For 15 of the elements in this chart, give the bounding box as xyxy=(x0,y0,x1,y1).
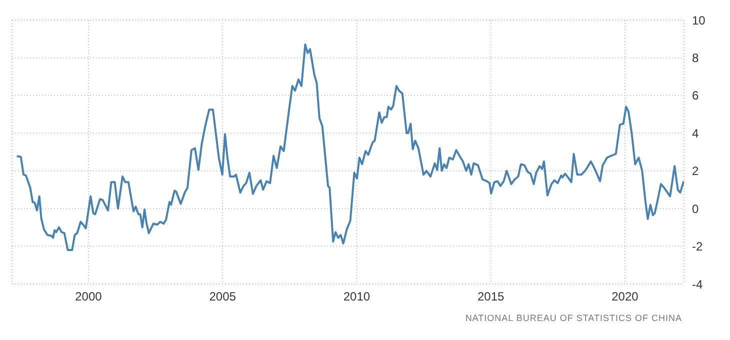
x-tick-label: 2010 xyxy=(343,290,370,304)
y-tick-label: 8 xyxy=(692,50,699,65)
text: NATIONAL BUREAU OF STATISTICS OF CHINA xyxy=(465,313,682,323)
x-tick-label: 2005 xyxy=(209,290,236,304)
y-tick-label: 2 xyxy=(692,164,699,178)
y-tick-label: 0 xyxy=(692,202,699,216)
line-series xyxy=(16,44,684,252)
x-tick-label: 2015 xyxy=(478,290,505,304)
y-tick-label: -2 xyxy=(692,240,703,254)
y-tick-label: 4 xyxy=(692,126,699,140)
x-tick-label: 2000 xyxy=(75,290,102,304)
y-tick-label: -4 xyxy=(692,277,703,292)
y-tick-label: 10 xyxy=(692,13,706,28)
y-tick-label: 6 xyxy=(692,88,699,103)
x-tick-label: 2020 xyxy=(612,290,639,304)
